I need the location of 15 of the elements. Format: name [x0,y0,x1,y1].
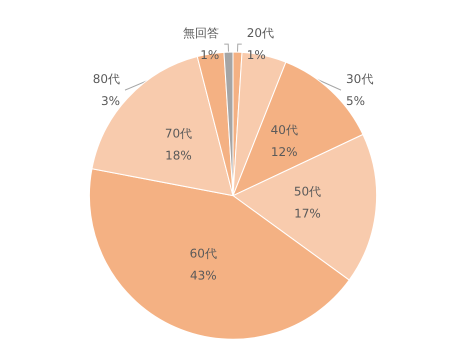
data-label: 1% [246,48,266,62]
slice-label: 無回答 [183,26,220,40]
data-label: 3% [100,94,120,108]
data-label: 43% [190,268,217,282]
data-label: 12% [270,145,298,160]
slice-label: 20代 [246,26,274,40]
data-label: 5% [346,94,366,108]
slice-label: 40代 [270,123,298,138]
slice-label: 80代 [92,72,120,86]
slice-label: 60代 [190,246,217,260]
slice-label: 50代 [294,184,322,199]
slice-label: 30代 [346,72,374,86]
slice-label: 70代 [164,126,192,140]
data-label: 17% [294,206,321,221]
data-label: 18% [165,148,192,162]
